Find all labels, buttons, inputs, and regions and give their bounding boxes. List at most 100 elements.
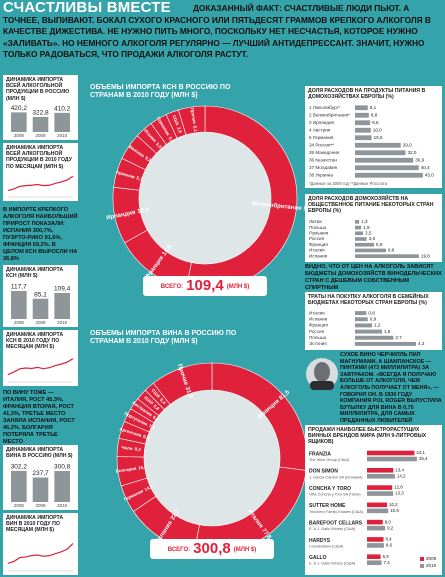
value-label: 6,9 <box>383 554 390 559</box>
value-label: 10,2 <box>389 502 398 507</box>
total-prefix: ВСЕГО: <box>168 547 190 553</box>
total-unit: (МЛН $) <box>227 284 250 290</box>
bar <box>367 537 384 542</box>
chart-title: ОБЪЕМЫ ИМПОРТА ВИНА В РОССИЮ ПО СТРАНАМ … <box>90 330 237 346</box>
bar <box>355 323 373 328</box>
bar <box>32 298 49 319</box>
value-label: 4,3 <box>418 341 425 346</box>
bar <box>367 543 384 548</box>
total-plate <box>150 539 274 559</box>
segment-value: 5,8 <box>152 403 160 411</box>
brand-owner: Trinchero Family Estates (США) <box>309 510 364 514</box>
total-unit: (МЛН $) <box>234 547 257 553</box>
value-label: 10,5 <box>374 135 383 140</box>
x-tick-label: 2008 <box>14 133 25 138</box>
y-tick-label: 5 Германия <box>309 135 334 140</box>
segment-value: 9,3 <box>134 446 141 452</box>
y-tick-label: 34 Россия** <box>309 142 334 147</box>
value-label: 10,0 <box>373 127 382 132</box>
chart-title: ДИНАМИКА ИМПОРТА ВИНА В РОССИЮ (МЛН $) <box>6 447 73 460</box>
value-label: 25,4 <box>419 456 428 461</box>
bar <box>11 290 27 319</box>
chart-title: ДИНАМИКА ИМПОРТА ВИН В 2010 ГОДУ ПО МЕСЯ… <box>6 515 64 534</box>
brand-owner: Constellation (США) <box>309 544 344 548</box>
total-value: 300,8 <box>193 540 231 557</box>
x-tick-label: 2009 <box>35 133 46 138</box>
segment-value: 5,1 <box>192 125 198 132</box>
x-tick-label: 2009 <box>35 320 46 325</box>
value-label: 43,0 <box>425 172 434 177</box>
value-label: 0,8 <box>368 310 375 315</box>
x-tick-label: 2009 <box>35 503 46 508</box>
panel <box>305 292 442 350</box>
segment-name: США <box>150 388 161 400</box>
y-tick-label: 35 Македония <box>309 150 340 155</box>
panel <box>3 330 78 386</box>
value-label: 237,7 <box>32 470 49 477</box>
bar <box>367 560 382 566</box>
chart-title: ДИНАМИКА ИМПОРТА ВСЕЙ АЛКОГОЛЬНОЙ ПРОДУК… <box>6 145 72 170</box>
bar <box>367 491 394 496</box>
bar <box>367 450 415 456</box>
bar <box>355 142 401 148</box>
line <box>7 543 74 564</box>
y-tick-label: 1 Люксембург* <box>309 105 340 110</box>
segment-name: ЮАР <box>143 395 154 406</box>
x-tick-label: 2008 <box>14 503 25 508</box>
value-label: 7,4 <box>384 560 391 565</box>
bar <box>355 242 375 247</box>
y-tick-label: 4 Австрия <box>309 127 331 132</box>
value-label: 1,3 <box>361 219 368 224</box>
bar <box>355 135 372 141</box>
y-tick-label: Польша <box>309 225 327 230</box>
bar <box>355 105 368 111</box>
segment-value: 14,3 <box>144 484 154 492</box>
y-tick-label: Италия <box>309 310 325 315</box>
y-tick-label: Франция <box>309 323 328 328</box>
bar <box>355 237 367 241</box>
total-value: 109,4 <box>186 277 224 294</box>
bar <box>355 150 406 156</box>
bar <box>355 127 371 133</box>
y-tick-label: 37 Молдавия <box>309 165 338 170</box>
bar <box>367 456 417 462</box>
x-tick-label: 2010 <box>57 133 68 138</box>
bar <box>355 165 419 171</box>
value-label: 9,6 <box>372 120 379 125</box>
donut-segment <box>153 362 213 405</box>
value-label: 5,9 <box>376 242 383 247</box>
segment-label: Чили9,3 <box>121 445 141 452</box>
legend-label: 2010 <box>426 563 437 568</box>
legend-label: 2009 <box>426 556 437 561</box>
chart-title: ДОЛЯ РАСХОДОВ ДОМОХОЗЯЙСТВ НА ОБЩЕСТВЕНН… <box>308 196 434 215</box>
segment-value: 5,7 <box>136 175 144 182</box>
value-label: 3,6 <box>369 236 376 241</box>
chart-title: ПРОДАЖИ НАИБОЛЕЕ БЫСТРОРАСТУЩИХ ВИННЫХ Б… <box>308 427 427 446</box>
line <box>7 175 74 192</box>
segment-value: 5,4 <box>159 397 167 405</box>
bar <box>355 335 394 340</box>
y-tick-label: Польша <box>309 335 327 340</box>
brand-owner: E. & J. Gallo Winery (США) <box>309 527 356 531</box>
intro-text: ДОКАЗАННЫЙ ФАКТ: СЧАСТЛИВЫЕ ЛЮДИ ПЬЮТ. А… <box>3 3 431 60</box>
bar <box>367 525 386 531</box>
value-label: 2,7 <box>395 335 402 340</box>
portrait-body <box>310 381 334 390</box>
brand-name: FRANZIA <box>309 451 331 457</box>
bar <box>32 116 49 132</box>
bar <box>367 502 388 508</box>
y-tick-label: Эстония <box>309 341 327 346</box>
value-label: 14,2 <box>397 473 406 478</box>
value-label: 85,1 <box>34 291 47 298</box>
value-label: 8,4 <box>386 537 393 542</box>
bar <box>54 471 70 502</box>
brand-owner: E. & J. Gallo Winery (США) <box>309 562 356 566</box>
y-tick-label: 36 Казахстан <box>309 157 337 162</box>
value-label: 36,9 <box>415 157 424 162</box>
brand-name: DON SIMON <box>309 469 338 475</box>
segment-name: Ирландия <box>106 209 137 221</box>
bar <box>355 248 386 253</box>
y-tick-label: Литва <box>309 219 322 224</box>
